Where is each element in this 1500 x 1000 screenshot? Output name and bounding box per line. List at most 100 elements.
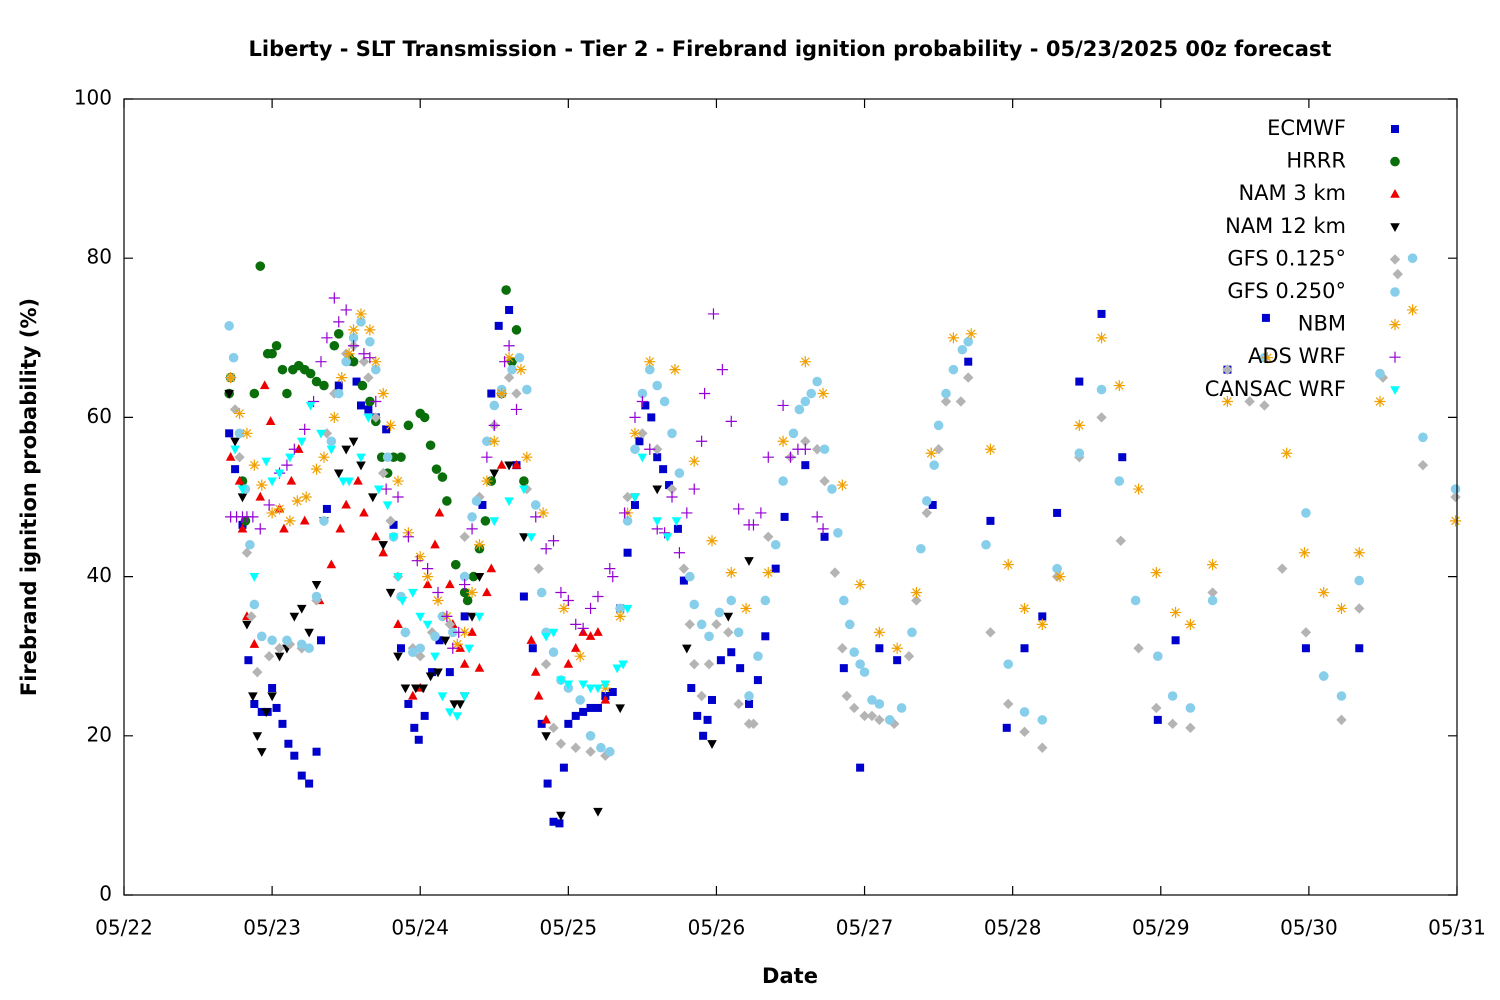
data-point (462, 595, 473, 606)
data-point (296, 604, 307, 614)
data-point (282, 635, 292, 646)
data-point (442, 496, 452, 506)
legend-marker (1389, 351, 1401, 363)
data-point (1036, 618, 1048, 630)
data-point (322, 504, 331, 513)
data-point (481, 451, 493, 463)
data-point (592, 590, 604, 603)
data-point (522, 384, 532, 395)
legend-label: CANSAC WRF (1205, 377, 1346, 401)
data-point (559, 763, 568, 772)
data-point (370, 412, 381, 423)
data-point (305, 779, 314, 788)
data-point (867, 695, 877, 705)
legend-label: GFS 0.250° (1227, 279, 1346, 303)
data-point (515, 364, 527, 376)
data-point (696, 435, 708, 447)
data-point (684, 571, 695, 582)
data-point (418, 684, 428, 694)
data-point (237, 523, 248, 533)
data-point (334, 381, 343, 390)
data-point (411, 555, 423, 567)
data-point (563, 680, 574, 690)
data-point (507, 364, 517, 375)
data-point (839, 664, 848, 673)
data-point (304, 643, 314, 654)
y-tick-label: 60 (87, 404, 112, 428)
data-point (296, 437, 307, 447)
data-point (1118, 453, 1127, 462)
data-point (496, 387, 508, 400)
data-point (321, 332, 333, 344)
data-point (1450, 484, 1461, 494)
data-point (266, 507, 278, 519)
data-point (519, 533, 529, 542)
data-point (514, 352, 525, 363)
data-point (263, 499, 275, 511)
data-point (579, 707, 588, 716)
data-point (585, 684, 596, 694)
data-point (333, 329, 344, 339)
data-point (273, 503, 286, 515)
data-point (907, 627, 917, 638)
data-point (748, 718, 759, 730)
data-point (393, 619, 403, 628)
legend-label: HRRR (1286, 149, 1346, 173)
data-point (933, 420, 944, 431)
data-point (353, 475, 363, 485)
data-point (548, 722, 559, 734)
data-point (947, 332, 960, 344)
data-point (410, 723, 419, 732)
data-point (1261, 313, 1270, 322)
data-point (364, 352, 376, 364)
x-tick-label: 05/29 (1132, 916, 1190, 940)
data-point (359, 507, 369, 517)
data-point (799, 356, 811, 368)
data-point (1417, 459, 1429, 471)
data-point (432, 594, 444, 607)
data-point (615, 704, 625, 714)
data-point (474, 612, 485, 622)
data-point (593, 627, 603, 636)
data-point (608, 688, 617, 697)
data-point (526, 635, 537, 644)
data-point (653, 453, 662, 462)
data-point (300, 491, 312, 503)
data-point (256, 631, 267, 642)
data-point (1003, 698, 1014, 710)
data-point (519, 592, 528, 601)
data-point (489, 400, 500, 411)
data-point (274, 643, 285, 654)
data-point (630, 500, 639, 509)
data-point (1133, 643, 1144, 654)
data-point (703, 658, 715, 670)
x-tick-label: 05/23 (243, 916, 301, 940)
data-point (333, 316, 345, 328)
data-point (422, 579, 433, 589)
data-point (474, 662, 485, 672)
data-point (370, 395, 382, 408)
data-point (482, 587, 492, 597)
data-point (333, 388, 344, 399)
data-point (762, 567, 774, 579)
data-point (540, 543, 552, 555)
data-point (836, 479, 848, 491)
data-point (630, 444, 640, 455)
data-point (459, 658, 470, 668)
data-point (249, 388, 260, 399)
data-point (290, 751, 299, 760)
data-point (414, 551, 426, 563)
data-point (252, 666, 263, 678)
data-point (957, 344, 968, 355)
data-point (256, 479, 268, 491)
data-point (1132, 483, 1145, 495)
data-point (1355, 644, 1364, 653)
data-point (725, 415, 737, 427)
data-point (1113, 379, 1125, 392)
data-point (622, 491, 633, 503)
data-point (1261, 352, 1274, 364)
data-point (231, 465, 240, 474)
data-point (637, 453, 648, 463)
data-point (659, 396, 670, 407)
data-point (402, 531, 414, 543)
